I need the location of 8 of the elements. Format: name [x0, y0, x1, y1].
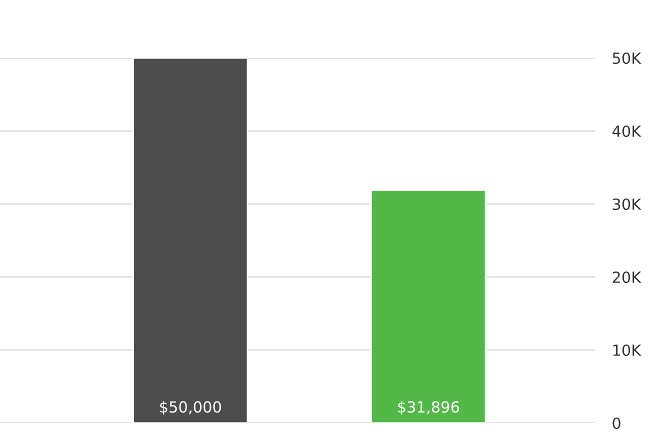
- y-tick-label: 10K: [613, 344, 642, 356]
- y-tick-label: 20K: [612, 271, 642, 284]
- data-label: $50,000: [160, 400, 221, 415]
- y-tick-label: 30K: [612, 198, 642, 210]
- y-tick-label: 50K: [612, 52, 642, 64]
- y-tick-label: 0: [612, 417, 620, 430]
- y-tick-label: 40K: [612, 125, 642, 138]
- data-label: $31,896: [398, 400, 460, 415]
